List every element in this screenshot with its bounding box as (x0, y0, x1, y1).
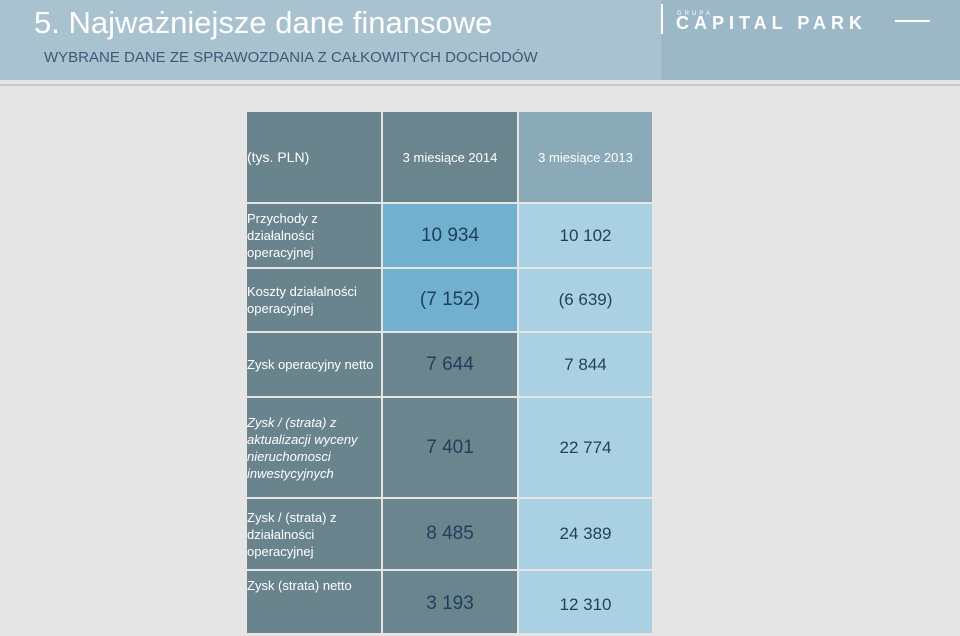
value-2014: 7 401 (383, 398, 517, 497)
value-2013: 7 844 (519, 333, 652, 396)
row-label: Przychody z działalności operacyjnej (247, 204, 381, 267)
value-2013: 12 310 (519, 571, 652, 633)
page-subtitle: WYBRANE DANE ZE SPRAWOZDANIA Z CAŁKOWITY… (44, 49, 538, 66)
row-label: Zysk / (strata) z aktualizacji wyceny ni… (247, 398, 381, 497)
value-2013: 22 774 (519, 398, 652, 497)
header-divider (0, 84, 960, 86)
table-row: Koszty działalności operacyjnej (7 152) … (247, 269, 652, 331)
row-label: Koszty działalności operacyjnej (247, 269, 381, 331)
logo: CAPITAL PARK (676, 13, 868, 33)
value-2014: (7 152) (383, 269, 517, 331)
value-2013: 10 102 (519, 204, 652, 267)
value-2014: 8 485 (383, 499, 517, 569)
table-row: Zysk (strata) netto 3 193 12 310 (247, 571, 652, 633)
value-2014: 10 934 (383, 204, 517, 267)
table-header-row: (tys. PLN) 3 miesiące 2014 3 miesiące 20… (247, 112, 652, 202)
table-row: Zysk operacyjny netto 7 644 7 844 (247, 333, 652, 396)
row-label: Zysk (strata) netto (247, 571, 381, 633)
row-label: Zysk / (strata) z działalności operacyjn… (247, 499, 381, 569)
logo-area (661, 0, 960, 80)
financial-table: (tys. PLN) 3 miesiące 2014 3 miesiące 20… (245, 110, 654, 635)
value-2014: 3 193 (383, 571, 517, 633)
value-2014: 7 644 (383, 333, 517, 396)
page-title: 5. Najważniejsze dane finansowe (34, 5, 493, 40)
logo-bar (661, 4, 663, 34)
value-2013: 24 389 (519, 499, 652, 569)
table-row: Zysk / (strata) z aktualizacji wyceny ni… (247, 398, 652, 497)
column-header-2014: 3 miesiące 2014 (383, 112, 517, 202)
row-label: Zysk operacyjny netto (247, 333, 381, 396)
value-2013: (6 639) (519, 269, 652, 331)
table-row: Zysk / (strata) z działalności operacyjn… (247, 499, 652, 569)
unit-label: (tys. PLN) (247, 112, 381, 202)
table-row: Przychody z działalności operacyjnej 10 … (247, 204, 652, 267)
logo-small-text: GRUPA (677, 11, 713, 17)
logo-line (895, 20, 930, 22)
column-header-2013: 3 miesiące 2013 (519, 112, 652, 202)
